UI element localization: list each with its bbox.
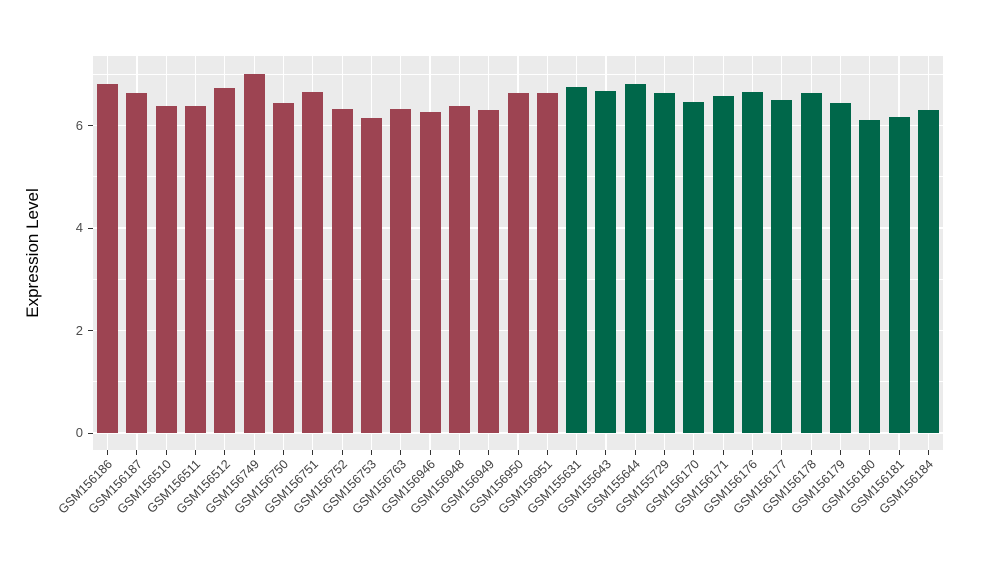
bar [419, 111, 441, 434]
bar [683, 102, 705, 434]
bar [712, 95, 734, 434]
plot-panel [93, 56, 943, 450]
x-axis-tick-mark [429, 450, 431, 455]
x-axis-tick-mark [517, 450, 519, 455]
x-axis-tick-mark [546, 450, 548, 455]
x-axis-tick-mark [605, 450, 607, 455]
x-axis-tick-mark [751, 450, 753, 455]
x-axis-tick-mark [283, 450, 285, 455]
x-axis-tick-mark [195, 450, 197, 455]
bar [741, 91, 763, 434]
bar [478, 109, 500, 434]
x-axis-tick-mark [136, 450, 138, 455]
bar [800, 93, 822, 434]
bar [771, 99, 793, 434]
x-axis-tick-mark [869, 450, 871, 455]
x-axis-tick-mark [839, 450, 841, 455]
y-axis-tick-label: 2 [75, 322, 83, 338]
x-axis-tick-mark [370, 450, 372, 455]
y-axis-title: Expression Level [23, 188, 42, 318]
x-axis-tick-mark [810, 450, 812, 455]
bar [829, 102, 851, 434]
x-axis-tick-mark [693, 450, 695, 455]
x-axis-tick-mark [341, 450, 343, 455]
x-axis-tick-mark [634, 450, 636, 455]
x-axis-tick-mark [488, 450, 490, 455]
x-axis-tick-mark [781, 450, 783, 455]
bar [126, 93, 148, 434]
bar [595, 90, 617, 434]
x-axis-tick-mark [664, 450, 666, 455]
bar [243, 74, 265, 434]
y-axis-tick-label: 6 [75, 117, 83, 133]
x-axis-tick-mark [253, 450, 255, 455]
x-axis-tick-mark [107, 450, 109, 455]
y-axis-tick-mark [88, 432, 93, 434]
x-axis-tick-mark [722, 450, 724, 455]
bar [360, 118, 382, 434]
x-axis-tick-mark [165, 450, 167, 455]
x-axis-tick-mark [576, 450, 578, 455]
x-axis-tick-mark [898, 450, 900, 455]
y-axis-tick-mark [88, 330, 93, 332]
bar [331, 108, 353, 434]
y-axis-tick-mark [88, 125, 93, 127]
x-axis-tick-mark [400, 450, 402, 455]
x-axis-tick-mark [312, 450, 314, 455]
bar [185, 105, 207, 434]
bar [917, 110, 939, 434]
y-axis-tick-mark [88, 227, 93, 229]
bar [888, 116, 910, 434]
x-axis-tick-mark [927, 450, 929, 455]
bar [155, 105, 177, 434]
bar [97, 83, 119, 434]
bar [859, 120, 881, 434]
bar [507, 93, 529, 434]
bar [536, 93, 558, 434]
x-axis-tick-mark [224, 450, 226, 455]
x-axis-tick-mark [458, 450, 460, 455]
bar [302, 91, 324, 434]
bar [390, 108, 412, 434]
bar [654, 93, 676, 434]
y-axis-tick-label: 4 [75, 220, 83, 236]
y-axis-tick-label: 0 [75, 425, 83, 441]
bar [624, 83, 646, 434]
bar [566, 86, 588, 434]
bar [273, 102, 295, 434]
bar [448, 105, 470, 434]
bar [214, 88, 236, 434]
